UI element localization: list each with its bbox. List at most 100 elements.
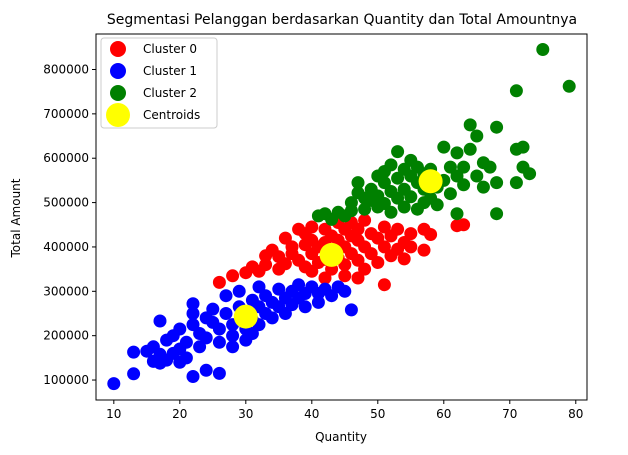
y-tick-label: 100000: [43, 373, 89, 387]
cluster1-point-26: [199, 363, 213, 377]
cluster1-point-18: [186, 297, 200, 311]
cluster1-point-69: [344, 303, 358, 317]
cluster2-point-59: [490, 207, 504, 221]
cluster2-point-43: [443, 160, 457, 174]
plot-frame: [95, 33, 588, 401]
legend-marker-0: [110, 41, 126, 57]
cluster1-point-68: [338, 284, 352, 298]
cluster1-point-33: [219, 289, 233, 303]
cluster1-point-44: [245, 327, 259, 340]
cluster1-point-52: [272, 282, 286, 296]
centroid-point-0: [319, 242, 344, 267]
cluster2-point-64: [523, 167, 537, 181]
centroid-point-1: [233, 304, 258, 329]
cluster0-point-63: [404, 240, 418, 254]
cluster0-point-52: [371, 256, 385, 269]
cluster0-point-42: [351, 222, 365, 236]
cluster2-point-47: [450, 207, 464, 221]
y-tick-label: 700000: [43, 107, 89, 121]
x-tick-label: 30: [238, 407, 253, 421]
legend-label-2: Cluster 2: [143, 86, 197, 100]
cluster0-point-65: [417, 243, 431, 257]
cluster2-point-49: [457, 160, 471, 174]
cluster0-point-28: [318, 271, 332, 285]
cluster0-point-62: [404, 227, 418, 241]
cluster0-point-48: [358, 262, 372, 276]
cluster1-point-55: [278, 307, 292, 320]
x-axis-label: Quantity: [315, 430, 367, 444]
cluster1-point-38: [232, 284, 246, 298]
cluster1-point-28: [206, 302, 220, 316]
plot-area: [107, 43, 576, 391]
cluster1-point-20: [186, 318, 200, 332]
cluster0-point-46: [358, 213, 372, 227]
cluster0-point-53: [377, 220, 391, 234]
cluster2-point-58: [490, 176, 504, 190]
cluster1-point-35: [226, 329, 240, 343]
cluster1-point-23: [193, 340, 207, 354]
legend: Cluster 0 Cluster 1 Cluster 2 Centroids: [100, 37, 218, 129]
cluster0-point-68: [457, 218, 471, 232]
cluster0-point-6: [259, 258, 273, 272]
cluster0-point-38: [338, 269, 352, 283]
y-tick-label: 400000: [43, 240, 89, 254]
cluster0-point-10: [278, 257, 292, 271]
legend-label-1: Cluster 1: [143, 64, 197, 78]
centroid-point-2: [418, 169, 443, 194]
x-tick-label: 10: [106, 407, 121, 421]
cluster2-point-22: [391, 171, 405, 185]
y-tick-label: 600000: [43, 151, 89, 165]
cluster1-point-6: [153, 314, 167, 328]
y-tick-label: 200000: [43, 329, 89, 343]
x-tick-label: 80: [568, 407, 583, 421]
y-tick-label: 800000: [43, 62, 89, 76]
cluster2-point-66: [536, 43, 550, 56]
legend-marker-2: [110, 85, 126, 101]
cluster2-point-61: [509, 176, 523, 190]
cluster1-point-1: [127, 367, 141, 381]
cluster2-point-30: [404, 190, 418, 204]
cluster2-point-55: [476, 180, 490, 194]
cluster2-point-24: [391, 145, 405, 159]
cluster2-point-21: [384, 205, 398, 219]
cluster2-point-65: [509, 84, 523, 98]
x-tick-label: 40: [304, 407, 319, 421]
cluster1-point-30: [212, 335, 226, 349]
cluster0-point-0: [212, 275, 226, 289]
cluster1-point-0: [107, 377, 121, 391]
cluster2-point-27: [397, 200, 411, 214]
cluster0-point-55: [377, 278, 391, 292]
cluster1-point-64: [311, 295, 325, 309]
cluster1-point-16: [179, 335, 193, 349]
x-tick-label: 20: [172, 407, 187, 421]
cluster2-point-44: [443, 187, 457, 201]
cluster1-point-25: [199, 331, 213, 345]
cluster0-point-45: [351, 271, 365, 285]
cluster0-point-58: [391, 222, 405, 236]
cluster1-point-29: [212, 322, 226, 336]
cluster0-point-54: [377, 240, 391, 254]
cluster2-point-8: [351, 176, 365, 190]
cluster1-point-36: [226, 340, 240, 354]
cluster0-point-19: [305, 220, 319, 234]
cluster2-point-50: [463, 142, 477, 156]
cluster0-point-50: [364, 247, 378, 261]
cluster2-point-62: [516, 140, 530, 154]
cluster2-point-53: [470, 169, 484, 183]
cluster2-point-67: [562, 79, 576, 93]
cluster2-point-20: [384, 158, 398, 172]
y-tick-label: 300000: [43, 284, 89, 298]
cluster2-point-48: [457, 178, 471, 192]
cluster1-point-61: [298, 300, 312, 314]
cluster1-point-31: [212, 366, 226, 380]
x-tick-label: 60: [436, 407, 451, 421]
cluster2-point-16: [377, 176, 391, 190]
cluster1-point-21: [186, 370, 200, 383]
cluster2-point-52: [470, 129, 484, 143]
axis-ticks: 10 20 30 40 50 60 70 80 100000 200000 300000 400000…: [43, 62, 583, 421]
y-tick-label: 500000: [43, 196, 89, 210]
cluster0-point-61: [397, 252, 411, 266]
legend-marker-1: [110, 63, 126, 79]
x-tick-label: 70: [502, 407, 517, 421]
